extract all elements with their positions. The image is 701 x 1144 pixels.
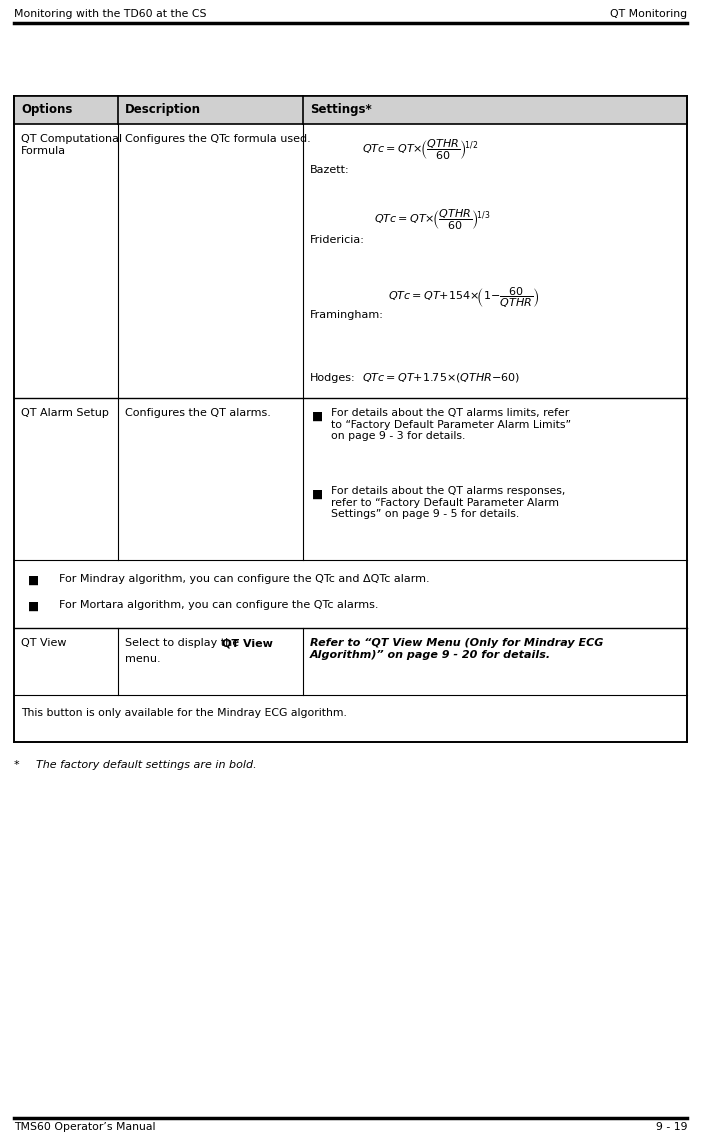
Text: Configures the QTc formula used.: Configures the QTc formula used.: [125, 134, 311, 144]
Text: QT Computational
Formula: QT Computational Formula: [21, 134, 122, 156]
Text: The factory default settings are in bold.: The factory default settings are in bold…: [36, 760, 257, 770]
Text: ■: ■: [312, 410, 323, 423]
Text: For Mindray algorithm, you can configure the QTc and ΔQTc alarm.: For Mindray algorithm, you can configure…: [59, 574, 430, 583]
Text: Configures the QT alarms.: Configures the QT alarms.: [125, 408, 271, 418]
Text: Monitoring with the TD60 at the CS: Monitoring with the TD60 at the CS: [14, 9, 207, 19]
Text: QT View: QT View: [21, 638, 67, 648]
Text: QT Monitoring: QT Monitoring: [610, 9, 687, 19]
Text: *: *: [14, 760, 20, 770]
Bar: [14, 96, 687, 124]
Text: For details about the QT alarms limits, refer
to “Factory Default Parameter Alar: For details about the QT alarms limits, …: [331, 408, 571, 442]
Text: ■: ■: [312, 488, 323, 501]
Text: Framingham:: Framingham:: [310, 310, 384, 320]
Text: Refer to “QT View Menu (Only for Mindray ECG
Algorithm)” on page 9 - 20 for deta: Refer to “QT View Menu (Only for Mindray…: [310, 638, 604, 660]
Text: For Mortara algorithm, you can configure the QTc alarms.: For Mortara algorithm, you can configure…: [59, 599, 379, 610]
Text: $\mathit{QTc}=\mathit{QT}{\times}\!\left(\dfrac{\mathit{QTHR}}{60}\right)^{\!1/2: $\mathit{QTc}=\mathit{QT}{\times}\!\left…: [362, 138, 478, 162]
Text: ■: ■: [28, 574, 39, 587]
Text: 9 - 19: 9 - 19: [655, 1122, 687, 1133]
Bar: [14, 96, 687, 742]
Text: menu.: menu.: [125, 654, 161, 664]
Text: For details about the QT alarms responses,
refer to “Factory Default Parameter A: For details about the QT alarms response…: [331, 486, 566, 519]
Text: $\mathit{QTc}=\mathit{QT}{+}1.75{\times}(\mathit{QTHR}{-}60)$: $\mathit{QTc}=\mathit{QT}{+}1.75{\times}…: [362, 372, 520, 384]
Text: QT View: QT View: [222, 638, 273, 648]
Text: Description: Description: [125, 103, 201, 117]
Text: QT Alarm Setup: QT Alarm Setup: [21, 408, 109, 418]
Text: Settings*: Settings*: [310, 103, 372, 117]
Text: Hodges:: Hodges:: [310, 373, 355, 383]
Text: $\mathit{QTc}=\mathit{QT}{+}154{\times}\!\left(1{-}\dfrac{60}{\mathit{QTHR}}\rig: $\mathit{QTc}=\mathit{QT}{+}154{\times}\…: [388, 286, 540, 310]
Text: TMS60 Operator’s Manual: TMS60 Operator’s Manual: [14, 1122, 156, 1133]
Text: Options: Options: [21, 103, 72, 117]
Text: Select to display the: Select to display the: [125, 638, 243, 648]
Text: Fridericia:: Fridericia:: [310, 235, 365, 245]
Text: Bazett:: Bazett:: [310, 165, 350, 175]
Text: $\mathit{QTc}=\mathit{QT}{\times}\!\left(\dfrac{\mathit{QTHR}}{60}\right)^{\!1/3: $\mathit{QTc}=\mathit{QT}{\times}\!\left…: [374, 208, 491, 232]
Text: ■: ■: [28, 599, 39, 613]
Text: This button is only available for the Mindray ECG algorithm.: This button is only available for the Mi…: [21, 708, 347, 718]
